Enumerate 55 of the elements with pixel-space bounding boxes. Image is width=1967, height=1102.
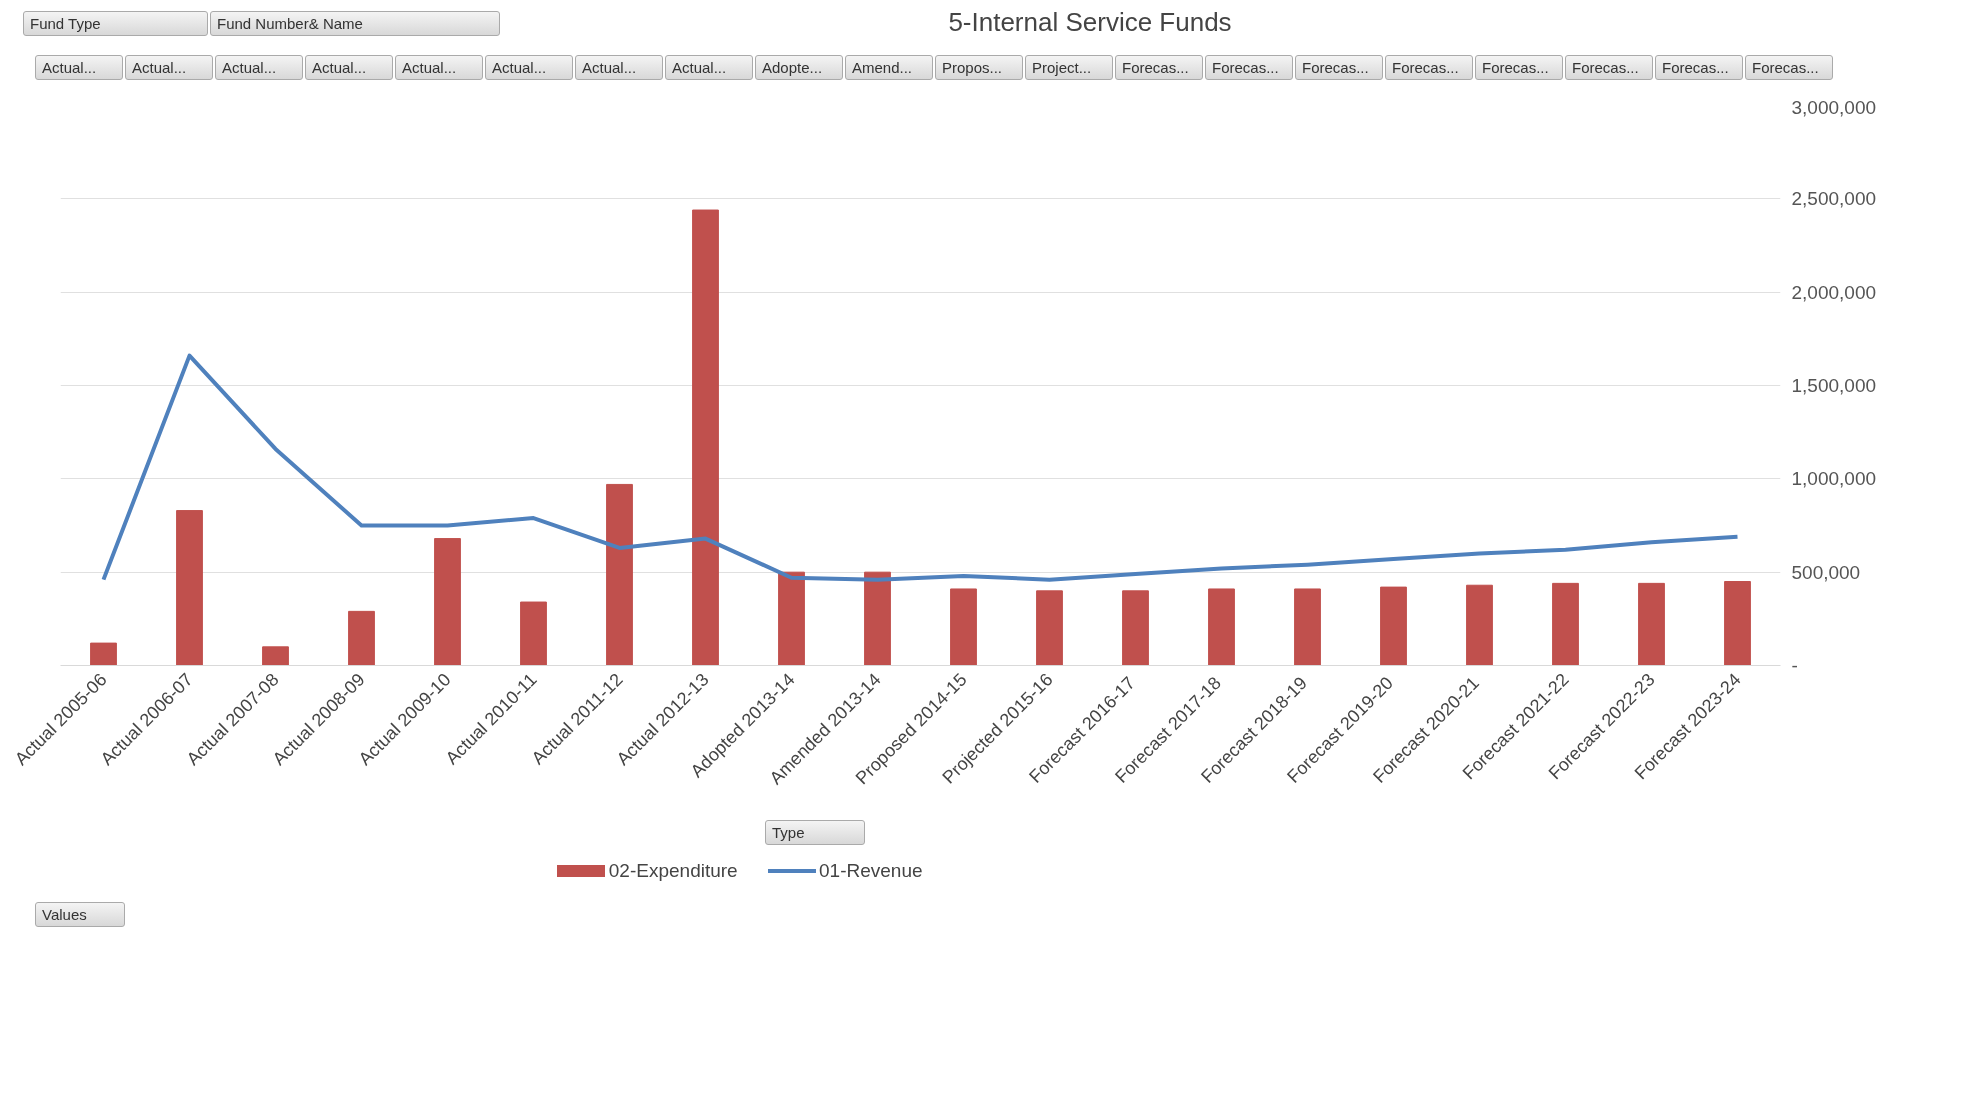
bar	[1466, 584, 1493, 666]
text: Forecas...	[1115, 55, 1203, 80]
text: Fund Number& Name	[210, 11, 500, 36]
text: Actual...	[395, 55, 483, 80]
text: Forecas...	[1385, 55, 1473, 80]
y-tick-label: -	[1791, 655, 1798, 676]
text: Forecas...	[1295, 55, 1383, 80]
text: Actual...	[305, 55, 393, 80]
text: Forecas...	[1205, 55, 1293, 80]
text: Project...	[1025, 55, 1113, 80]
text: Forecas...	[1565, 55, 1653, 80]
text: Actual...	[215, 55, 303, 80]
text: Actual...	[485, 55, 573, 80]
bar	[692, 209, 719, 666]
text: Actual...	[665, 55, 753, 80]
bar	[950, 588, 977, 666]
text: Forecas...	[1475, 55, 1563, 80]
text: Forecas...	[1655, 55, 1743, 80]
bar	[606, 483, 633, 666]
bar	[1208, 588, 1235, 666]
text: Propos...	[935, 55, 1023, 80]
legend-label: 01-Revenue	[819, 860, 923, 881]
bar	[176, 510, 203, 666]
text: Values	[35, 902, 125, 927]
y-tick-label: 2,000,000	[1791, 281, 1877, 303]
text: Actual...	[35, 55, 123, 80]
text: Fund Type	[23, 11, 208, 36]
bar	[864, 571, 891, 666]
y-tick-label: 1,500,000	[1791, 375, 1877, 396]
y-tick-label: 2,500,000	[1791, 188, 1877, 210]
text: Actual...	[575, 55, 663, 80]
bar	[1638, 582, 1665, 666]
text: Adopte...	[755, 55, 843, 80]
chart-title: 5-Internal Service Funds	[948, 7, 1232, 37]
bar	[1294, 588, 1321, 666]
bar	[90, 642, 117, 666]
y-tick-label: 1,000,000	[1791, 468, 1877, 490]
text: Amend...	[845, 55, 933, 80]
bar	[434, 538, 461, 666]
text: Type	[765, 820, 865, 845]
bar	[262, 646, 289, 666]
text: Forecas...	[1745, 55, 1833, 80]
line-series	[101, 353, 1740, 582]
bar	[348, 610, 375, 666]
bar	[1724, 581, 1751, 666]
bar	[778, 571, 805, 666]
bar	[520, 601, 547, 666]
text: Actual...	[125, 55, 213, 80]
legend-label: 02-Expenditure	[608, 860, 738, 881]
bar	[1552, 582, 1579, 666]
bar	[1036, 590, 1063, 666]
y-tick-label: 500,000	[1791, 561, 1861, 583]
bar	[1380, 586, 1407, 666]
y-tick-label: 3,000,000	[1791, 96, 1877, 118]
bar	[1122, 590, 1149, 666]
